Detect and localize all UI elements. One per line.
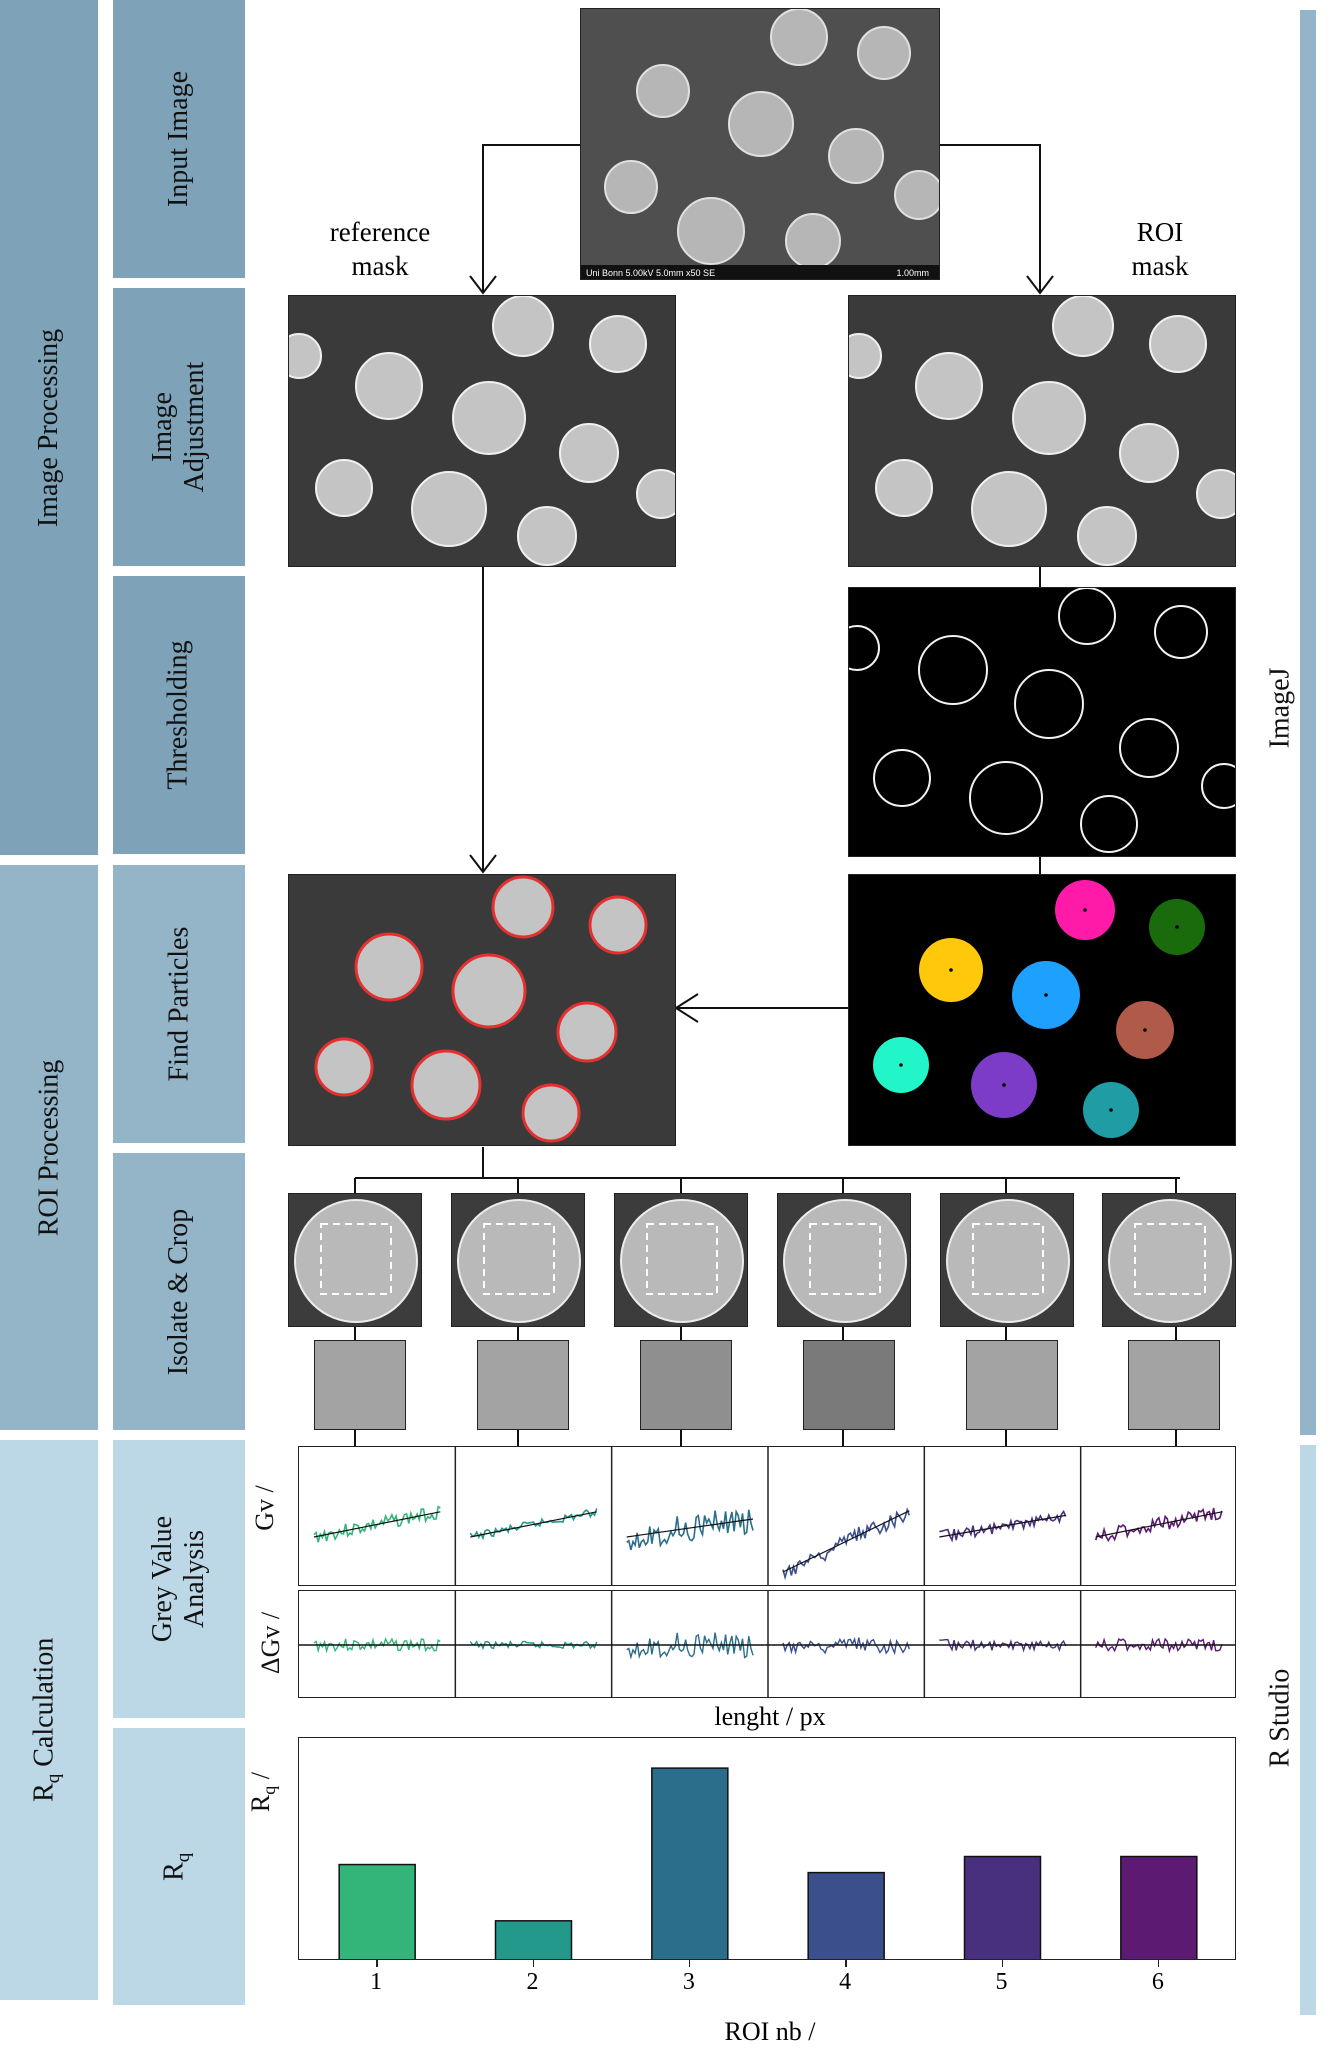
rq-tick-label: 4 xyxy=(839,1969,852,1995)
tool-imagej-bar xyxy=(1300,10,1316,1435)
rq-bar xyxy=(651,1767,729,1959)
cropped-roi xyxy=(314,1340,406,1430)
threshold-outlines xyxy=(849,588,1235,856)
roi-adjusted-particles xyxy=(849,296,1235,566)
find-particles-reference xyxy=(288,874,676,1146)
find-particles-roi-mask xyxy=(848,874,1236,1146)
rq-tick-label: 3 xyxy=(682,1969,695,1995)
step-find-particles: Find Particles xyxy=(113,865,245,1143)
dgv-curves xyxy=(299,1591,1235,1697)
rq-tick-mark xyxy=(845,1960,847,1967)
step-rq: Rq xyxy=(113,1728,245,2005)
section-image-processing: Image Processing xyxy=(0,0,98,855)
rq-tick-mark xyxy=(532,1960,534,1967)
dgv-series xyxy=(782,1636,910,1656)
gv-panel xyxy=(298,1446,1236,1586)
gv-series xyxy=(1094,1507,1223,1543)
sem-scale: 1.00mm xyxy=(896,268,929,278)
rq-tick-mark xyxy=(1157,1960,1160,1967)
rq-xlabel: ROI nb / xyxy=(724,2017,816,2046)
dgv-panel xyxy=(298,1590,1236,1698)
rq-bar xyxy=(807,1871,885,1959)
rq-tick-label: 2 xyxy=(526,1969,539,1995)
gv-series xyxy=(782,1507,911,1581)
rq-tick-label: 5 xyxy=(995,1969,1008,1995)
cropped-roi xyxy=(1128,1340,1220,1430)
reference-mask-label: reference mask xyxy=(329,217,431,281)
step-grey-value-analysis: Grey Value Analysis xyxy=(113,1440,245,1718)
gv-series xyxy=(626,1508,754,1551)
rq-tick-mark xyxy=(1001,1960,1003,1967)
cropped-roi xyxy=(477,1340,569,1430)
gv-ylabel: Gv / xyxy=(250,1485,279,1531)
isolated-particle xyxy=(288,1193,422,1327)
rq-bar xyxy=(1120,1855,1198,1959)
step-isolate-crop: Isolate & Crop xyxy=(113,1153,245,1430)
rq-tick-mark xyxy=(376,1960,378,1967)
cropped-roi xyxy=(640,1340,732,1430)
input-particles xyxy=(581,9,939,279)
tool-rstudio-bar xyxy=(1300,1445,1316,2015)
find-particles-outlines xyxy=(289,875,675,1145)
rq-tick-label: 1 xyxy=(370,1969,383,1995)
gv-curves xyxy=(313,1447,1223,1585)
section-rq-calculation: Rq Calculation xyxy=(0,1440,98,2000)
input-image: Uni Bonn 5.00kV 5.0mm x50 SE 1.00mm xyxy=(580,8,940,280)
sem-caption: Uni Bonn 5.00kV 5.0mm x50 SE xyxy=(586,268,716,278)
dgv-ylabel: ΔGv / xyxy=(256,1611,286,1675)
rq-chart xyxy=(298,1737,1236,1960)
rq-ylabel: Rq / xyxy=(245,1772,280,1813)
step-thresholding: Thresholding xyxy=(113,576,245,854)
threshold-image xyxy=(848,587,1236,857)
rq-tick-label: 6 xyxy=(1151,1969,1164,1995)
isolated-particle xyxy=(940,1193,1074,1327)
gv-xlabel: lenght / px xyxy=(714,1702,826,1731)
isolated-particle xyxy=(451,1193,585,1327)
rq-tick-mark xyxy=(688,1960,691,1967)
rq-bar xyxy=(963,1855,1042,1959)
dgv-series xyxy=(626,1632,754,1660)
roi-mask-label: ROI mask xyxy=(1131,217,1189,281)
roi-colored-particles xyxy=(849,875,1235,1145)
step-image-adjustment: Image Adjustment xyxy=(113,288,245,566)
isolated-particle xyxy=(614,1193,748,1327)
reference-adjusted-image xyxy=(288,295,676,567)
roi-adjusted-image xyxy=(848,295,1236,567)
isolated-particle xyxy=(777,1193,911,1327)
section-roi-processing: ROI Processing xyxy=(0,865,98,1430)
rq-bars xyxy=(338,1767,1198,1959)
reference-adjusted-particles xyxy=(289,296,675,566)
cropped-roi xyxy=(966,1340,1058,1430)
rq-bar xyxy=(338,1863,416,1959)
rq-bar xyxy=(494,1920,573,1959)
isolated-particle xyxy=(1102,1193,1236,1327)
step-input-image: Input Image xyxy=(113,0,245,278)
cropped-roi xyxy=(803,1340,895,1430)
